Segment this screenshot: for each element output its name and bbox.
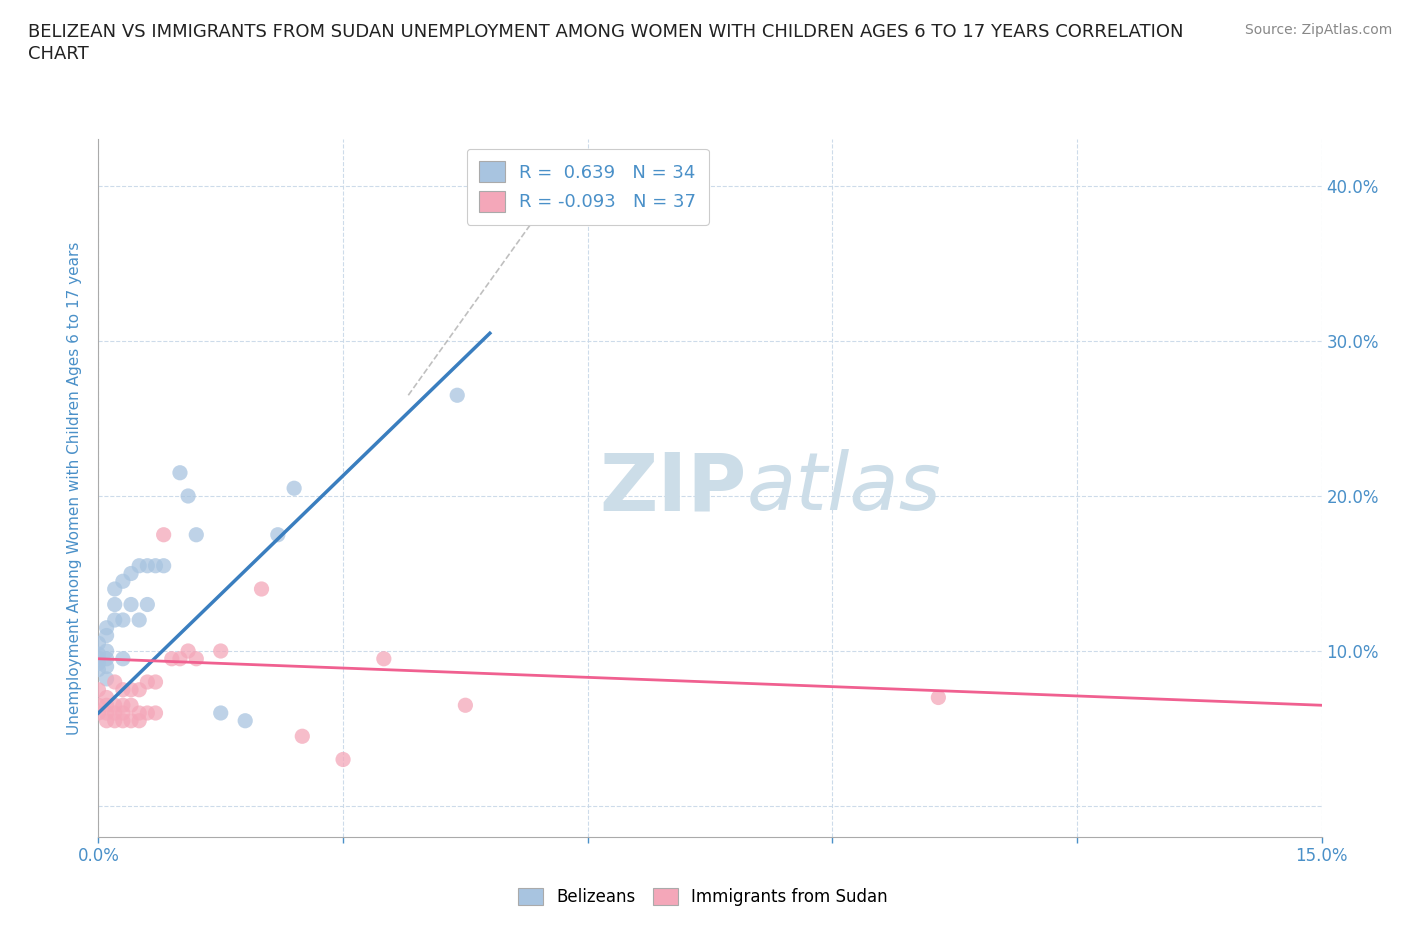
Point [186, 651, 208, 666]
Point [96, 651, 118, 666]
Text: ZIP: ZIP [599, 449, 747, 527]
Point [96, 671, 118, 686]
Point [186, 527, 208, 542]
Point [104, 698, 127, 712]
Point [96, 620, 118, 635]
Point [104, 581, 127, 596]
Point [87, 706, 110, 721]
Point [128, 706, 150, 721]
Point [145, 706, 167, 721]
Text: atlas: atlas [747, 449, 942, 527]
Point [111, 613, 134, 628]
Point [291, 729, 314, 744]
Point [128, 613, 150, 628]
Point [96, 644, 118, 658]
Point [209, 644, 232, 658]
Point [104, 613, 127, 628]
Point [478, 202, 501, 217]
Point [96, 713, 118, 728]
Point [332, 752, 354, 767]
Text: Source: ZipAtlas.com: Source: ZipAtlas.com [1244, 23, 1392, 37]
Point [145, 558, 167, 573]
Point [87, 636, 110, 651]
Point [927, 690, 949, 705]
Point [250, 581, 273, 596]
Point [111, 706, 134, 721]
Point [104, 706, 127, 721]
Point [454, 698, 477, 712]
Text: BELIZEAN VS IMMIGRANTS FROM SUDAN UNEMPLOYMENT AMONG WOMEN WITH CHILDREN AGES 6 : BELIZEAN VS IMMIGRANTS FROM SUDAN UNEMPL… [28, 23, 1184, 41]
Point [177, 488, 200, 503]
Point [120, 713, 142, 728]
Point [87, 683, 110, 698]
Point [160, 651, 183, 666]
Point [104, 713, 127, 728]
Point [87, 646, 110, 661]
Point [111, 683, 134, 698]
Point [209, 706, 232, 721]
Point [136, 597, 159, 612]
Point [128, 713, 150, 728]
Point [111, 574, 134, 589]
Point [120, 683, 142, 698]
Point [446, 388, 468, 403]
Point [283, 481, 305, 496]
Point [177, 644, 200, 658]
Point [87, 698, 110, 712]
Text: CHART: CHART [28, 45, 89, 62]
Point [120, 566, 142, 581]
Y-axis label: Unemployment Among Women with Children Ages 6 to 17 years: Unemployment Among Women with Children A… [67, 242, 83, 735]
Point [169, 651, 191, 666]
Point [128, 683, 150, 698]
Point [233, 713, 256, 728]
Point [120, 597, 142, 612]
Point [136, 558, 159, 573]
Point [111, 713, 134, 728]
Point [136, 706, 159, 721]
Point [152, 527, 174, 542]
Point [96, 690, 118, 705]
Point [128, 558, 150, 573]
Point [111, 698, 134, 712]
Point [111, 651, 134, 666]
Legend: Belizeans, Immigrants from Sudan: Belizeans, Immigrants from Sudan [512, 881, 894, 912]
Point [87, 656, 110, 671]
Legend: R =  0.639   N = 34, R = -0.093   N = 37: R = 0.639 N = 34, R = -0.093 N = 37 [467, 149, 709, 224]
Point [152, 558, 174, 573]
Point [96, 698, 118, 712]
Point [145, 674, 167, 689]
Point [373, 651, 395, 666]
Point [96, 706, 118, 721]
Point [120, 698, 142, 712]
Point [104, 674, 127, 689]
Point [104, 597, 127, 612]
Point [136, 674, 159, 689]
Point [96, 628, 118, 643]
Point [96, 659, 118, 674]
Point [87, 662, 110, 677]
Point [169, 465, 191, 480]
Point [87, 651, 110, 666]
Point [267, 527, 290, 542]
